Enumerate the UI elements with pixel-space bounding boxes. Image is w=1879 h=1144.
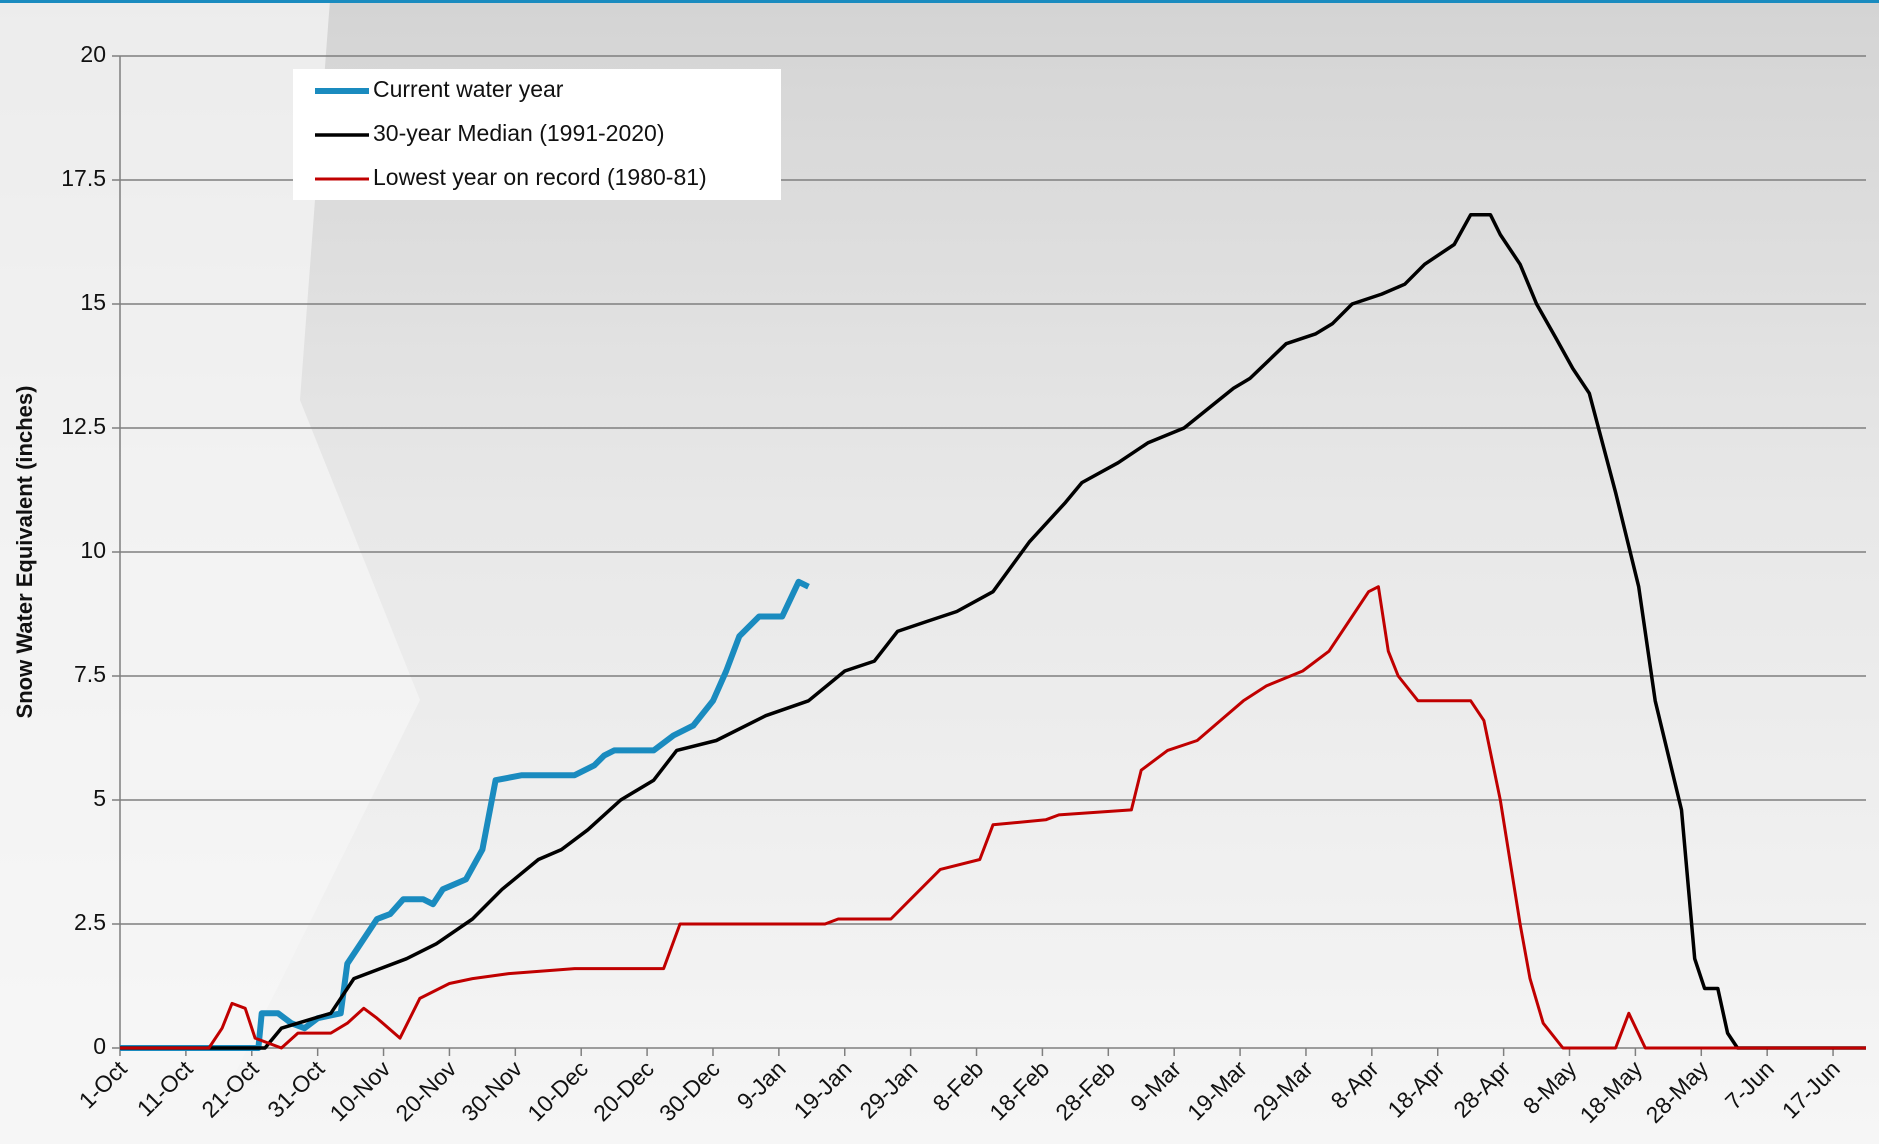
y-tick-label: 7.5 [74, 661, 106, 687]
y-tick-label: 20 [80, 41, 106, 67]
legend-label: Current water year [373, 76, 564, 102]
y-tick-label: 12.5 [61, 413, 106, 439]
legend-label: 30-year Median (1991-2020) [373, 120, 665, 146]
y-tick-label: 15 [80, 289, 106, 315]
legend-label: Lowest year on record (1980-81) [373, 164, 707, 190]
y-tick-label: 2.5 [74, 909, 106, 935]
y-tick-label: 0 [93, 1033, 106, 1059]
chart: Snow Water Equivalent (inches) 0 2.5 5 7.5 1… [0, 0, 1879, 1144]
y-tick-label: 5 [93, 785, 106, 811]
y-tick-label: 10 [80, 537, 106, 563]
y-tick-label: 17.5 [61, 165, 106, 191]
top-border [0, 0, 1879, 3]
y-axis-title: Snow Water Equivalent (inches) [12, 386, 37, 719]
page: Snow Water Equivalent (inches) 0 2.5 5 7.5 1… [0, 0, 1879, 1144]
